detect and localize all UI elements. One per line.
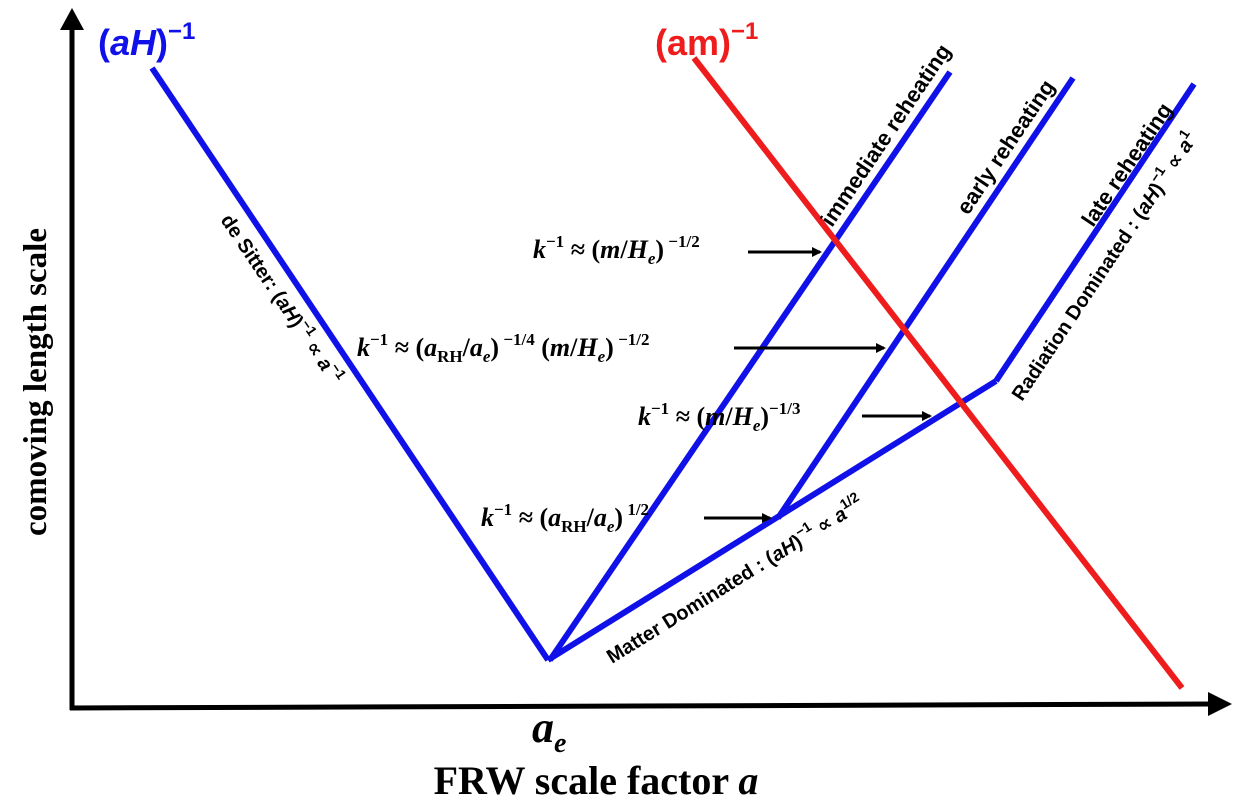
early-reheating-label: early reheating	[951, 75, 1059, 219]
de-sitter-label: de Sitter: (aH)−1 ∝ a−1	[216, 208, 350, 389]
x-axis	[69, 701, 1213, 711]
y-axis-arrowhead	[60, 8, 84, 30]
mass-label: (am)−1	[655, 18, 758, 63]
annotation-reheat: k−1 ≈ (aRH/ae) 1/2	[481, 500, 649, 536]
annotation-early: k−1 ≈ (aRH/ae) −1/4 (m/He) −1/2	[357, 330, 650, 366]
annotation-arrows	[704, 247, 932, 523]
matter-dominated-line	[546, 378, 998, 663]
early-reheating-line	[775, 76, 1076, 520]
immediate-reheating-line	[547, 70, 953, 662]
hubble-label: (aH)−1	[98, 18, 195, 63]
annotation-late: k−1 ≈ (m/He)−1/3	[638, 399, 800, 435]
radiation-dominated-line	[993, 82, 1197, 383]
de-sitter-line	[149, 66, 551, 662]
x-axis-arrowhead	[1208, 692, 1232, 716]
immediate-reheating-label: immediate reheating	[815, 39, 955, 230]
y-axis-title: comoving length scale	[18, 228, 54, 536]
ae-label: ae	[532, 703, 566, 759]
mass-scale-line	[691, 56, 1185, 690]
radiation-dominated-label: Radiation Dominated : (aH)−1 ∝ a1	[1004, 126, 1202, 405]
hubble-curves	[149, 66, 1197, 663]
annotation-immediate: k−1 ≈ (m/He) −1/2	[533, 232, 700, 268]
x-axis-title: FRW scale factor a	[434, 758, 759, 803]
